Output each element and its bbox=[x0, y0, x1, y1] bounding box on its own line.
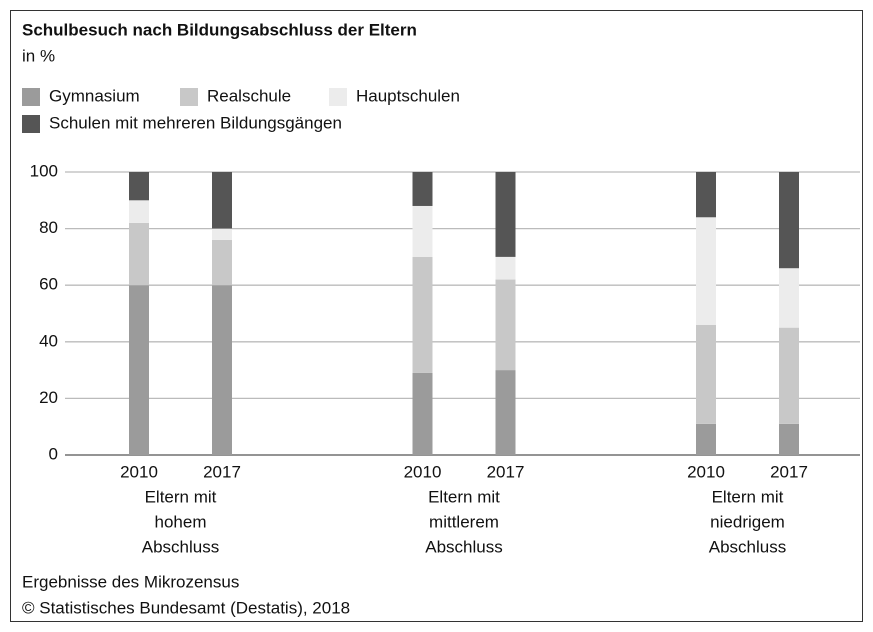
bar-segment bbox=[412, 205, 433, 257]
y-tick-label: 80 bbox=[39, 218, 58, 237]
bar-segment bbox=[696, 423, 716, 455]
bar-segment bbox=[779, 268, 799, 328]
group-label: Abschluss bbox=[709, 537, 786, 556]
legend-label: Realschule bbox=[207, 86, 291, 105]
legend-swatch bbox=[329, 88, 347, 106]
bar-segment bbox=[212, 228, 232, 240]
legend-swatch bbox=[22, 88, 40, 106]
group-label: Abschluss bbox=[142, 537, 219, 556]
frame bbox=[10, 10, 863, 622]
note: © Statistisches Bundesamt (Destatis), 20… bbox=[22, 598, 350, 617]
group-label: Eltern mit bbox=[712, 487, 784, 506]
bar-segment bbox=[412, 256, 433, 373]
y-tick-label: 0 bbox=[49, 444, 58, 463]
group-label: hohem bbox=[155, 512, 207, 531]
bar-segment bbox=[495, 370, 516, 455]
bar-segment bbox=[696, 217, 716, 325]
bar-segment bbox=[129, 222, 149, 286]
group-label: Abschluss bbox=[425, 537, 502, 556]
x-tick-label: 2010 bbox=[120, 462, 158, 481]
x-tick-label: 2017 bbox=[487, 462, 525, 481]
bar-segment bbox=[779, 172, 799, 269]
bar-segment bbox=[696, 324, 716, 424]
bar-segment bbox=[495, 172, 516, 257]
x-tick-label: 2017 bbox=[770, 462, 808, 481]
chart-title: Schulbesuch nach Bildungsabschluss der E… bbox=[22, 20, 417, 39]
legend-label: Hauptschulen bbox=[356, 86, 460, 105]
bar-segment bbox=[412, 172, 433, 206]
group-label: Eltern mit bbox=[428, 487, 500, 506]
bar-segment bbox=[129, 200, 149, 223]
y-tick-label: 20 bbox=[39, 388, 58, 407]
bar-segment bbox=[779, 327, 799, 424]
bar-segment bbox=[495, 279, 516, 371]
legend-label: Schulen mit mehreren Bildungsgängen bbox=[49, 113, 342, 132]
bar-segment bbox=[129, 285, 149, 455]
y-tick-label: 60 bbox=[39, 275, 58, 294]
group-label: mittlerem bbox=[429, 512, 499, 531]
bar-segment bbox=[212, 172, 232, 229]
group-label: Eltern mit bbox=[145, 487, 217, 506]
bar-segment bbox=[212, 285, 232, 455]
chart-subtitle: in % bbox=[22, 46, 55, 65]
legend-swatch bbox=[22, 115, 40, 133]
x-tick-label: 2017 bbox=[203, 462, 241, 481]
bar-segment bbox=[212, 239, 232, 286]
y-tick-label: 100 bbox=[30, 161, 58, 180]
bar-segment bbox=[495, 256, 516, 280]
x-tick-label: 2010 bbox=[687, 462, 725, 481]
y-tick-label: 40 bbox=[39, 331, 58, 350]
bar-segment bbox=[696, 172, 716, 218]
x-tick-label: 2010 bbox=[404, 462, 442, 481]
legend-swatch bbox=[180, 88, 198, 106]
legend-label: Gymnasium bbox=[49, 86, 140, 105]
note: Ergebnisse des Mikrozensus bbox=[22, 572, 239, 591]
bar-segment bbox=[129, 172, 149, 201]
group-label: niedrigem bbox=[710, 512, 785, 531]
bar-segment bbox=[779, 423, 799, 455]
bar-segment bbox=[412, 372, 433, 455]
